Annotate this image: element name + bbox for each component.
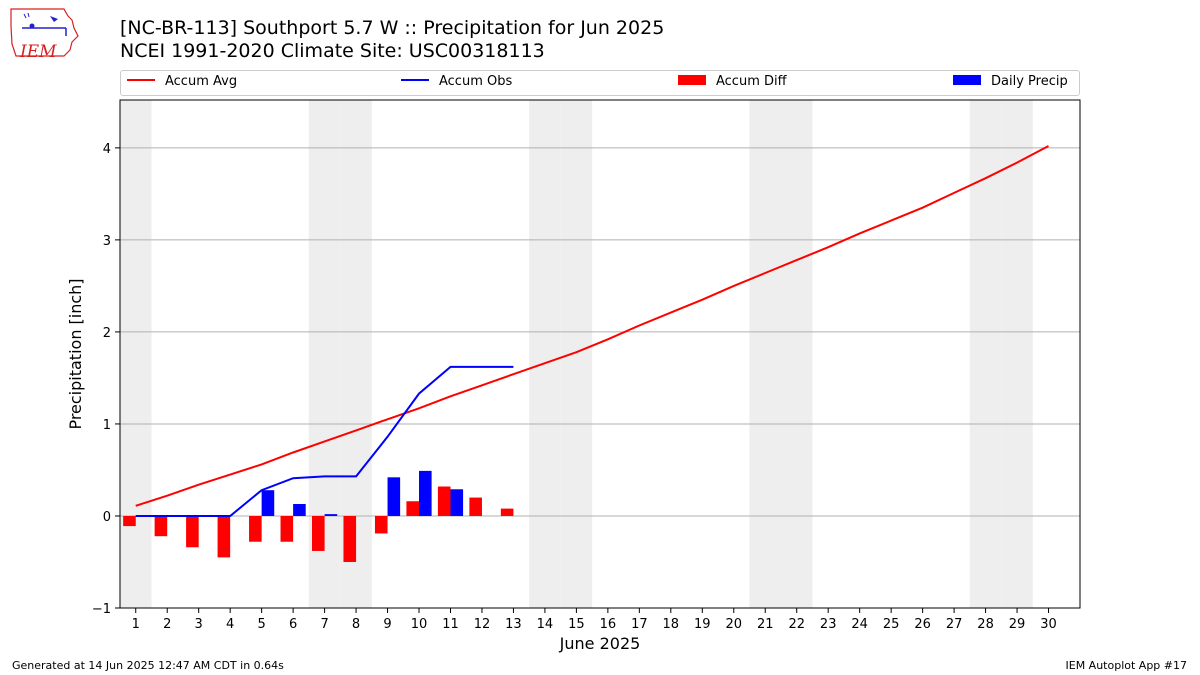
accum-diff-bar: [186, 515, 199, 548]
accum-diff-bar: [280, 515, 294, 542]
weekend-shade: [529, 100, 561, 608]
accum-diff-bar: [154, 515, 168, 537]
x-tick-label: 30: [1040, 617, 1057, 632]
daily-precip-bar: [450, 489, 464, 516]
x-axis-label: June 2025: [559, 634, 641, 653]
y-tick-label: 4: [103, 142, 111, 157]
weekend-shade: [1001, 100, 1033, 608]
x-tick-label: 19: [694, 617, 711, 632]
x-tick-label: 4: [226, 617, 234, 632]
x-tick-label: 1: [132, 617, 140, 632]
x-tick-label: 15: [568, 617, 585, 632]
x-tick-label: 21: [757, 617, 774, 632]
accum-diff-bar: [312, 515, 325, 551]
weekend-shade: [969, 100, 1002, 608]
accum-diff-bar: [249, 515, 262, 542]
y-tick-label: 2: [103, 326, 111, 341]
x-tick-label: 12: [474, 617, 491, 632]
chart-title: [NC-BR-113] Southport 5.7 W :: Precipita…: [120, 17, 665, 39]
x-tick-label: 25: [883, 617, 900, 632]
x-tick-label: 3: [195, 617, 203, 632]
iowa-map-icon: [10, 8, 79, 57]
legend-label: Daily Precip: [991, 74, 1068, 89]
x-tick-label: 27: [946, 617, 963, 632]
x-tick-label: 29: [1009, 617, 1026, 632]
legend-item-accum-obs: Accum Obs: [401, 74, 512, 92]
x-tick-label: 10: [411, 617, 428, 632]
x-tick-label: 20: [725, 617, 742, 632]
x-tick-label: 16: [600, 617, 617, 632]
x-tick-label: 11: [442, 617, 459, 632]
x-tick-label: 6: [289, 617, 297, 632]
y-axis-label: Precipitation [inch]: [66, 278, 85, 429]
x-tick-label: 28: [977, 617, 994, 632]
legend-label: Accum Obs: [439, 74, 513, 89]
accum-diff-bar: [469, 497, 482, 516]
y-tick-label: −1: [92, 602, 111, 617]
plot-frame: [119, 99, 1081, 609]
legend-item-accum-avg: Accum Avg: [127, 74, 237, 92]
autoplot-app-label: IEM Autoplot App #17: [1065, 659, 1188, 672]
legend-swatch: [678, 74, 706, 85]
weekend-shade: [120, 100, 152, 608]
legend-swatch: [953, 74, 981, 85]
x-tick-label: 22: [788, 617, 805, 632]
daily-precip-bar: [293, 504, 306, 516]
generated-timestamp: Generated at 14 Jun 2025 12:47 AM CDT in…: [12, 659, 284, 672]
x-tick-label: 2: [163, 617, 171, 632]
accum-diff-bar: [217, 515, 231, 558]
legend-swatch: [127, 78, 155, 81]
accum-diff-bar: [406, 501, 420, 516]
y-tick-label: 0: [103, 510, 111, 525]
x-tick-label: 14: [537, 617, 554, 632]
legend-swatch: [401, 78, 429, 81]
weekend-shade: [560, 100, 593, 608]
x-tick-label: 26: [914, 617, 931, 632]
accum-diff-bar: [500, 508, 514, 516]
legend-label: Accum Diff: [716, 74, 787, 89]
accum-diff-bar: [123, 515, 136, 527]
y-tick-label: 1: [103, 418, 111, 433]
accum-diff-bar: [374, 515, 388, 534]
accum-obs-line: [135, 365, 514, 517]
x-tick-label: 24: [851, 617, 868, 632]
accum-avg-line: [135, 145, 1049, 507]
x-tick-label: 8: [352, 617, 360, 632]
x-tick-label: 18: [663, 617, 680, 632]
chart-subtitle: NCEI 1991-2020 Climate Site: USC00318113: [120, 40, 545, 62]
legend-item-daily-precip: Daily Precip: [953, 74, 1068, 92]
x-tick-label: 7: [320, 617, 328, 632]
daily-precip-bar: [324, 514, 338, 516]
x-tick-label: 17: [631, 617, 648, 632]
iem-logo: IEM: [8, 6, 80, 62]
accum-diff-bar: [437, 486, 451, 516]
weekend-shade: [780, 100, 813, 608]
x-tick-label: 23: [820, 617, 837, 632]
legend-item-accum-diff: Accum Diff: [678, 74, 787, 92]
chart-legend: Accum Avg Accum Obs Accum Diff Daily Pre…: [120, 70, 1080, 96]
x-tick-label: 13: [505, 617, 522, 632]
daily-precip-bar: [419, 470, 432, 516]
accum-diff-bar: [343, 515, 357, 562]
x-tick-label: 5: [257, 617, 265, 632]
daily-precip-bar: [261, 490, 275, 516]
logo-text: IEM: [20, 42, 57, 62]
daily-precip-bar: [387, 477, 401, 516]
legend-label: Accum Avg: [165, 74, 238, 89]
x-tick-label: 9: [383, 617, 391, 632]
weekend-shade: [749, 100, 781, 608]
y-tick-label: 3: [103, 234, 111, 249]
